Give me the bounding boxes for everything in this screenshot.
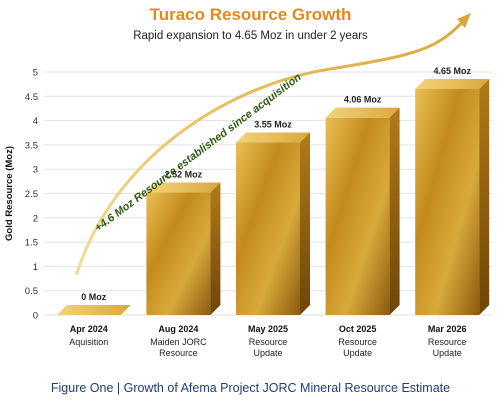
bar-top [56,305,131,315]
value-label: 3.55 Moz [254,119,292,129]
x-tick-sublabel: Resource [428,337,467,347]
bar-side [389,107,400,316]
chart-subtitle: Rapid expansion to 4.65 Moz in under 2 y… [133,30,368,42]
x-tick-sublabel: Maiden JORC [150,337,207,347]
growth-arrow-head [457,13,471,28]
value-label: 4.06 Moz [344,95,382,105]
bar-top [236,132,310,143]
y-tick-label: 2 [33,213,38,224]
y-tick-label: 2.5 [25,189,38,200]
figure-caption: Figure One | Growth of Afema Project JOR… [50,381,451,395]
bar [325,107,400,316]
y-tick-label: 0.5 [25,286,38,297]
x-tick-label: Apr 2024 [70,324,108,334]
x-tick-label: May 2025 [248,324,288,334]
y-tick-label: 4 [33,116,38,127]
x-tick-sublabel: Update [433,348,462,358]
bar-front [236,142,300,315]
bar-top [325,107,400,118]
bar-top [146,182,221,193]
bar-front [415,89,480,315]
y-tick-label: 3 [33,165,38,176]
bar [56,305,131,315]
y-tick-label: 0 [33,311,38,322]
x-tick-sublabel: Resource [249,337,288,347]
x-tick-label: Oct 2025 [339,324,377,334]
value-label: 0 Moz [81,292,107,302]
bar-front [146,192,211,315]
y-tick-label: 1 [33,262,38,273]
y-tick-label: 3.5 [25,140,38,151]
y-axis-title: Gold Resource (Moz) [4,146,15,241]
bar-front [325,117,390,316]
bar-top [415,79,490,90]
bar [415,79,490,315]
y-tick-label: 4.5 [25,92,38,103]
x-tick-sublabel: Resource [338,337,377,347]
x-tick-label: Aug 2024 [158,324,198,334]
bar-side [210,182,221,315]
growth-arrow-line [75,14,470,276]
bar-side [300,132,310,315]
chart-title: Turaco Resource Growth [149,5,352,24]
x-tick-sublabel: Aquisition [69,337,108,347]
x-tick-sublabel: Resource [159,348,198,358]
bar [236,132,310,315]
y-tick-label: 1.5 [25,238,38,249]
bar [146,182,221,315]
bar-side [479,79,490,315]
x-tick-sublabel: Update [253,348,282,358]
x-tick-sublabel: Update [343,348,372,358]
y-tick-label: 5 [33,68,38,79]
value-label: 4.65 Moz [433,66,471,76]
x-tick-label: Mar 2026 [428,324,467,334]
value-label: 2.52 Moz [165,170,203,180]
